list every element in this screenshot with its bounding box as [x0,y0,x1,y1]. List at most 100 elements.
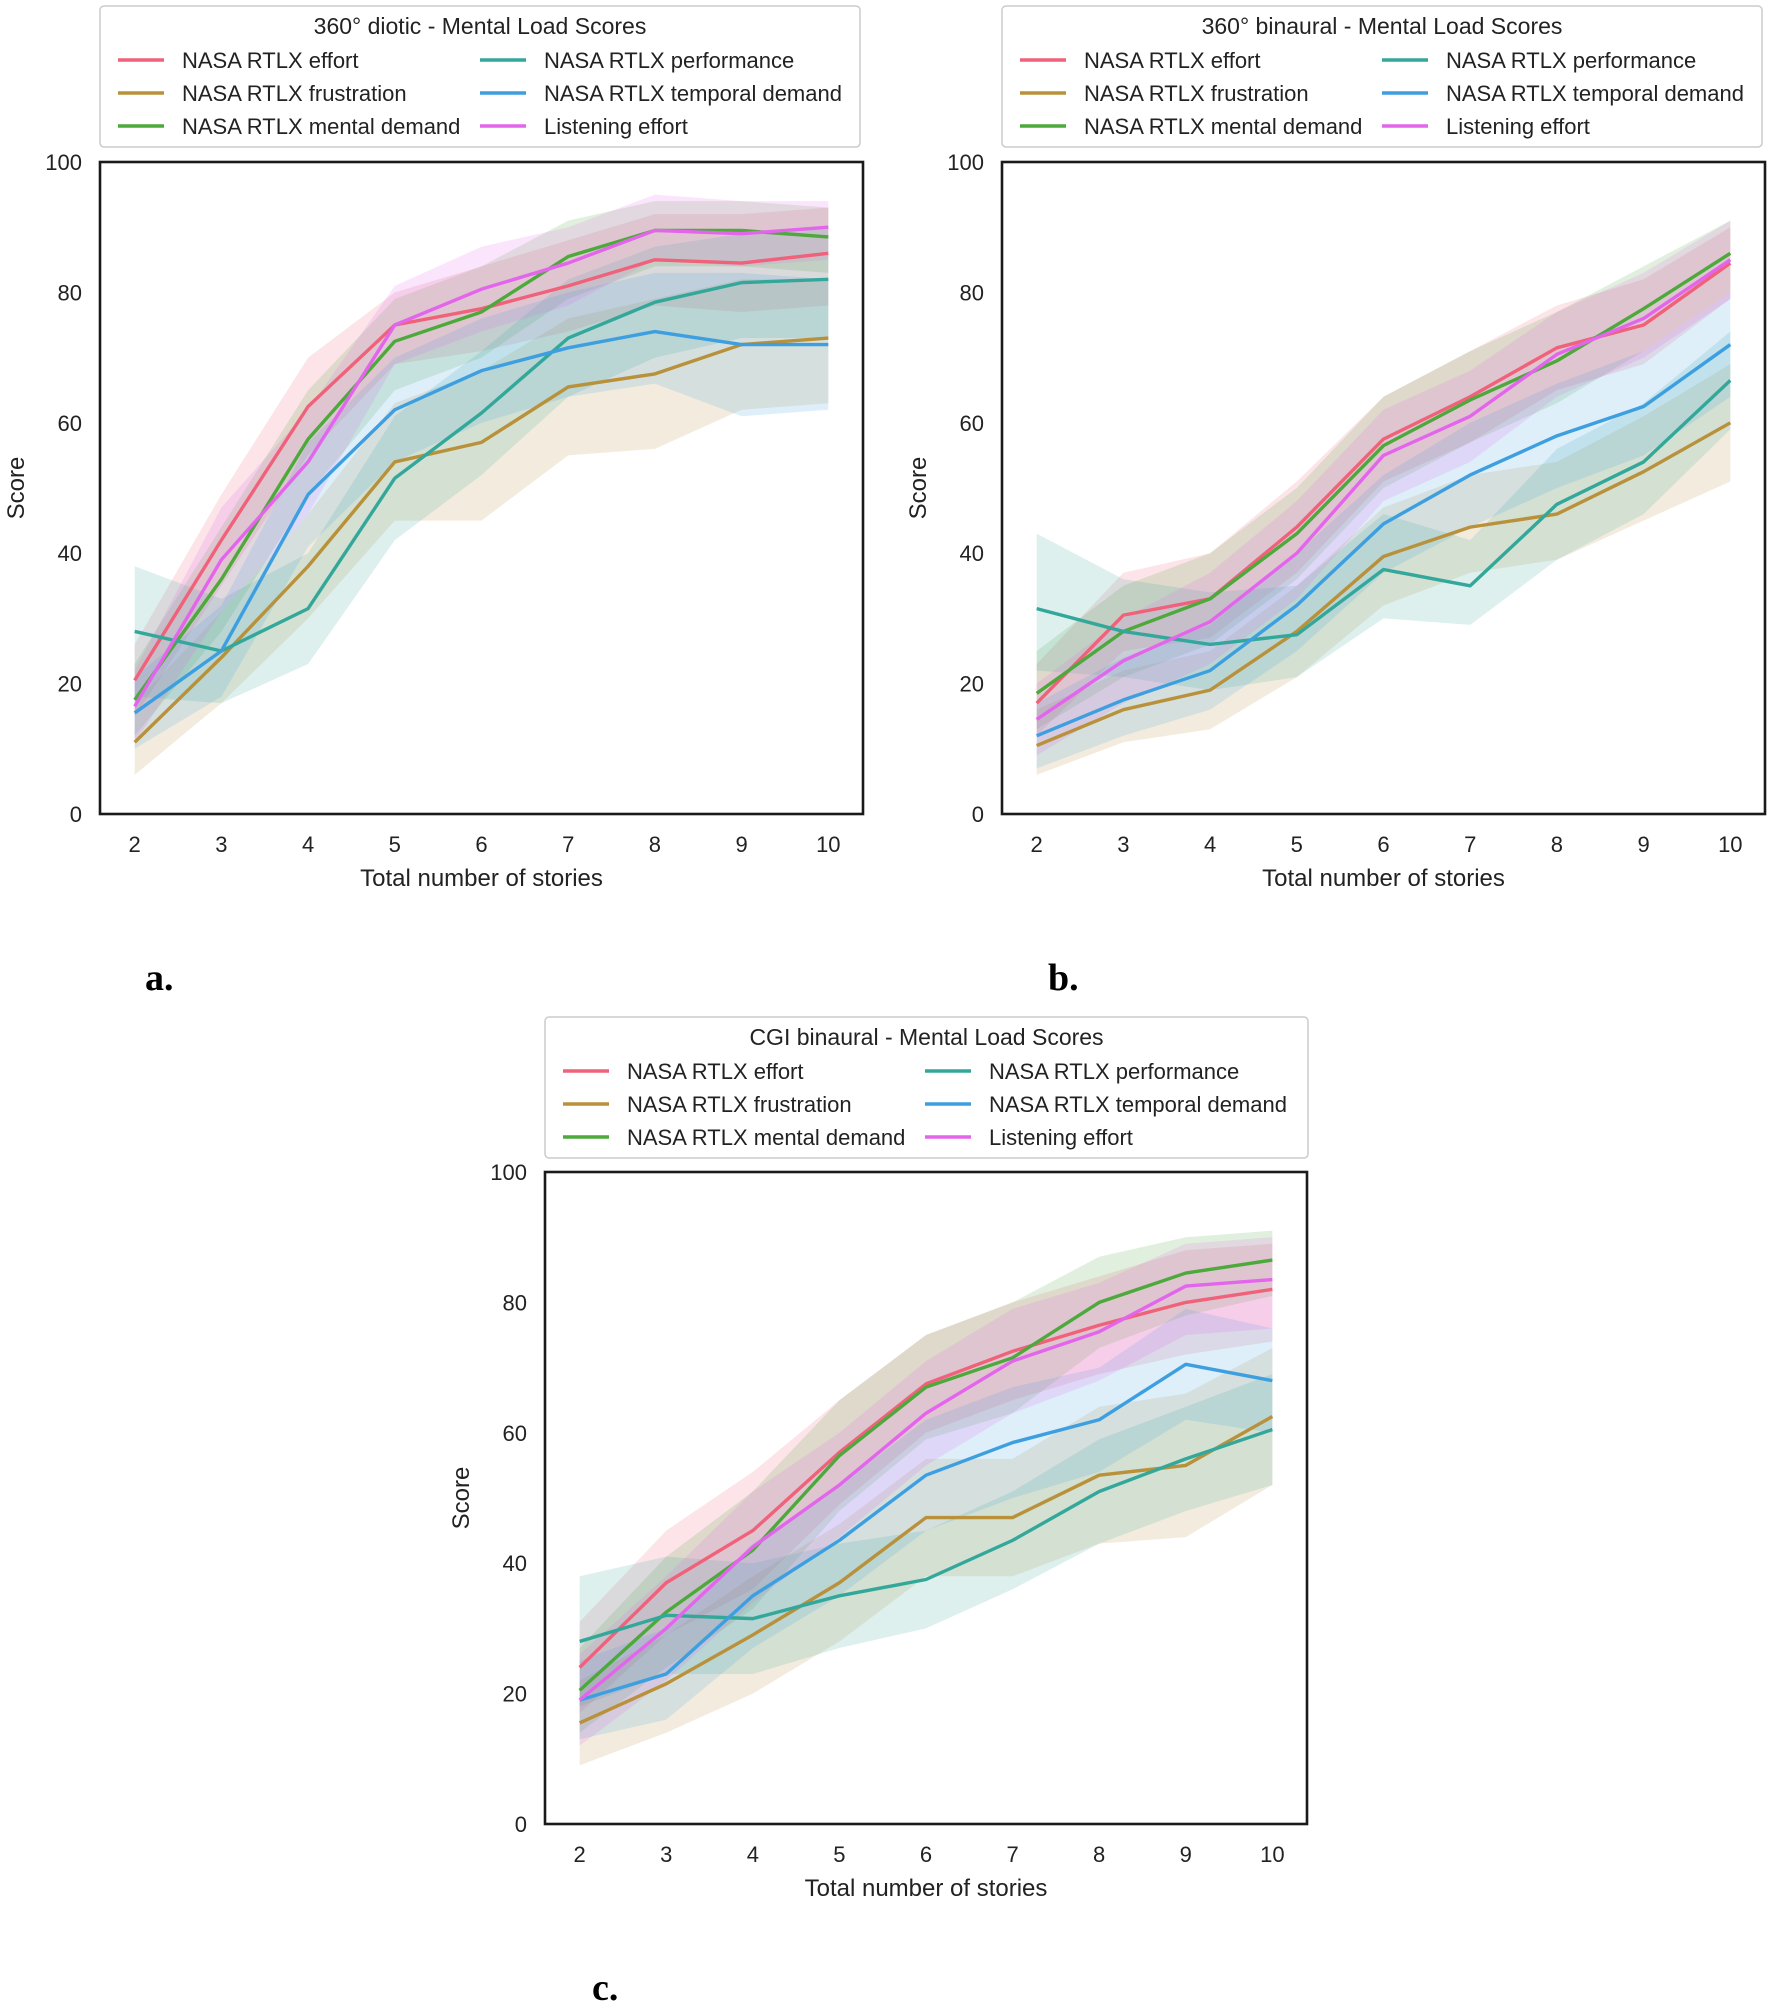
x-tick-label: 4 [1204,832,1216,857]
ci-band-nasa-rtlx-effort [579,1243,1273,1714]
plot-frame [1000,160,1767,816]
x-tick-label: 4 [747,1842,759,1867]
x-tick-label: 10 [816,832,840,857]
x-axis-label: Total number of stories [360,865,603,892]
legend-label: NASA RTLX performance [989,1059,1239,1084]
legend-title: 360° binaural - Mental Load Scores [1202,13,1563,39]
panel-label-c: c. [592,1967,618,2008]
legend-item-nasa-rtlx-temporal-demand: NASA RTLX temporal demand [1382,81,1744,106]
legend-item-nasa-rtlx-frustration: NASA RTLX frustration [1020,81,1309,106]
legend-item-nasa-rtlx-effort: NASA RTLX effort [118,48,359,73]
legend-label: NASA RTLX performance [544,48,794,73]
y-tick-label: 20 [58,672,82,697]
series-line-nasa-rtlx-performance [1036,379,1732,647]
x-tick-label: 2 [1031,832,1043,857]
y-tick-label: 80 [960,280,984,305]
ci-band-listening-effort [134,194,829,743]
panel-label-b: b. [1048,957,1079,999]
y-tick-label: 80 [58,280,82,305]
x-tick-label: 6 [920,1842,932,1867]
series-line-nasa-rtlx-frustration [1036,421,1732,748]
x-tick-label: 2 [129,832,141,857]
y-tick-label: 20 [503,1682,527,1707]
legend-item-nasa-rtlx-mental-demand: NASA RTLX mental demand [118,114,460,139]
ci-band-nasa-rtlx-temporal-demand [134,272,829,749]
series-line-nasa-rtlx-mental-demand [133,228,829,701]
x-tick-label: 5 [1291,832,1303,857]
y-tick-label: 100 [947,150,984,175]
legend-label: NASA RTLX temporal demand [989,1092,1287,1117]
series-line-listening-effort [578,1277,1273,1702]
legend-item-nasa-rtlx-performance: NASA RTLX performance [925,1059,1239,1084]
legend-title: 360° diotic - Mental Load Scores [314,13,647,39]
y-tick-label: 0 [972,802,984,827]
plot-frame [98,160,865,816]
y-tick-label: 100 [490,1160,527,1185]
legend-item-nasa-rtlx-temporal-demand: NASA RTLX temporal demand [480,81,842,106]
y-tick-label: 40 [58,541,82,566]
x-tick-label: 6 [475,832,487,857]
legend-label: NASA RTLX frustration [182,81,407,106]
series-line-listening-effort [133,225,829,708]
legend: 360° binaural - Mental Load Scores NASA R… [1001,5,1763,148]
y-tick-label: 0 [70,802,82,827]
legend-item-nasa-rtlx-effort: NASA RTLX effort [1020,48,1261,73]
y-tick-label: 60 [960,411,984,436]
legend-label: NASA RTLX performance [1446,48,1696,73]
series-line-nasa-rtlx-effort [578,1287,1273,1669]
ci-band-nasa-rtlx-mental-demand [579,1230,1273,1733]
y-tick-label: 40 [960,541,984,566]
ci-band-nasa-rtlx-temporal-demand [1036,292,1731,769]
legend: CGI binaural - Mental Load Scores NASA RT… [544,1016,1309,1159]
legend-label: NASA RTLX mental demand [182,114,460,139]
legend-label: Listening effort [989,1125,1133,1150]
chart-panel-b: 0 20 40 60 80 100 2 3 4 5 6 7 8 9 10 Total number of st… [905,5,1767,892]
series-line-nasa-rtlx-temporal-demand [133,329,829,715]
legend-item-nasa-rtlx-temporal-demand: NASA RTLX temporal demand [925,1092,1287,1117]
series-line-nasa-rtlx-temporal-demand [579,1362,1273,1702]
x-tick-label: 3 [660,1842,672,1867]
legend-label: NASA RTLX temporal demand [544,81,842,106]
legend-item-nasa-rtlx-frustration: NASA RTLX frustration [118,81,407,106]
x-tick-label: 5 [833,1842,845,1867]
legend-frame [544,1016,1309,1159]
x-axis-label: Total number of stories [805,1875,1048,1902]
legend-label: NASA RTLX frustration [1084,81,1309,106]
x-tick-label: 9 [1180,1842,1192,1867]
ci-band-nasa-rtlx-temporal-demand [579,1308,1273,1740]
y-tick-label: 0 [515,1812,527,1837]
y-axis-label: Score [905,457,932,520]
legend-item-nasa-rtlx-performance: NASA RTLX performance [480,48,794,73]
x-tick-label: 3 [1117,832,1129,857]
x-tick-label: 10 [1260,1842,1284,1867]
ci-band-nasa-rtlx-performance [579,1374,1273,1707]
x-tick-label: 7 [562,832,574,857]
y-tick-label: 100 [45,150,82,175]
legend-item-nasa-rtlx-performance: NASA RTLX performance [1382,48,1696,73]
x-tick-label: 2 [574,1842,586,1867]
x-tick-label: 3 [215,832,227,857]
x-tick-label: 6 [1377,832,1389,857]
plot-frame [543,1170,1309,1826]
legend-label: Listening effort [1446,114,1590,139]
series-line-nasa-rtlx-mental-demand [1035,251,1732,695]
y-axis-label: Score [3,457,30,520]
legend-frame [99,5,861,148]
ci-band-nasa-rtlx-frustration [579,1348,1273,1766]
y-tick-label: 80 [503,1290,527,1315]
panel-label-a: a. [145,957,174,999]
series-line-nasa-rtlx-effort [133,251,829,682]
x-axis-label: Total number of stories [1262,865,1505,892]
x-tick-label: 4 [302,832,314,857]
legend-label: NASA RTLX mental demand [627,1125,905,1150]
series-line-nasa-rtlx-effort [1035,261,1732,705]
legend: 360° diotic - Mental Load Scores NASA RTL… [99,5,861,148]
x-tick-label: 8 [1093,1842,1105,1867]
series-line-nasa-rtlx-frustration [133,336,829,744]
x-tick-label: 9 [735,832,747,857]
legend-label: NASA RTLX effort [182,48,359,73]
x-tick-label: 7 [1464,832,1476,857]
x-tick-label: 9 [1637,832,1649,857]
series-line-listening-effort [1035,258,1732,721]
